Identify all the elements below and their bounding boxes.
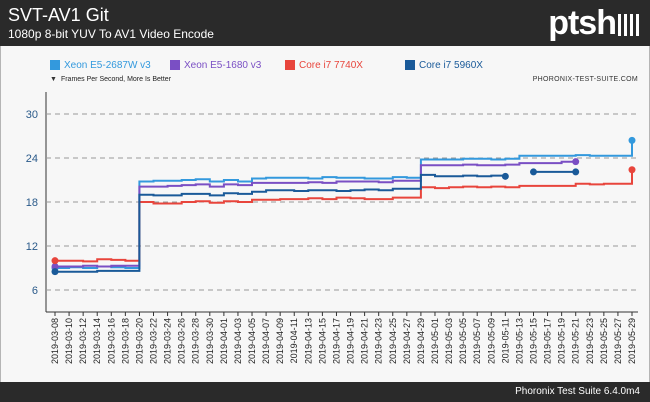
x-tick-label: 2019-04-09 <box>275 318 285 364</box>
y-tick-label: 18 <box>26 197 38 209</box>
legend-swatch <box>405 60 415 70</box>
x-tick-label: 2019-05-23 <box>585 318 595 364</box>
series-line <box>55 160 576 268</box>
x-tick-label: 2019-05-05 <box>458 318 468 364</box>
series-line <box>55 140 633 269</box>
x-tick-label: 2019-03-20 <box>134 318 144 364</box>
x-tick-label: 2019-03-24 <box>163 318 173 364</box>
x-tick-label: 2019-03-26 <box>177 318 187 364</box>
pts-logo: ptsh <box>548 4 640 43</box>
x-tick-label: 2019-05-17 <box>543 318 553 364</box>
x-tick-label: 2019-05-09 <box>486 318 496 364</box>
pts-logo-text: ptsh <box>548 4 617 42</box>
legend-item: Core i7 5960X <box>405 56 483 74</box>
legend-swatch <box>50 60 60 70</box>
series-point <box>628 136 636 144</box>
legend-swatch <box>285 60 295 70</box>
series-line <box>55 173 507 273</box>
x-tick-label: 2019-04-29 <box>416 318 426 364</box>
pts-logo-bars-icon <box>618 14 640 36</box>
x-tick-label: 2019-03-30 <box>205 318 215 364</box>
chart-footer: Phoronix Test Suite 6.4.0m4 <box>0 382 650 402</box>
unit-note: ▼ Frames Per Second, More Is Better <box>50 76 171 83</box>
x-tick-label: 2019-05-21 <box>571 318 581 364</box>
arrow-icon: ▼ <box>50 76 57 83</box>
x-tick-label: 2019-03-18 <box>120 318 130 364</box>
legend-label: Core i7 5960X <box>419 59 483 71</box>
x-tick-label: 2019-04-07 <box>261 318 271 364</box>
x-tick-label: 2019-05-03 <box>444 318 454 364</box>
chart-title: SVT-AV1 Git <box>8 5 109 25</box>
x-tick-label: 2019-05-11 <box>500 318 510 363</box>
series-point <box>51 263 59 271</box>
y-tick-label: 6 <box>32 285 38 297</box>
x-tick-label: 2019-04-15 <box>317 318 327 364</box>
chart-header: SVT-AV1 Git 1080p 8-bit YUV To AV1 Video… <box>0 0 650 46</box>
legend-item: Core i7 7740X <box>285 56 363 74</box>
x-tick-label: 2019-04-25 <box>388 318 398 364</box>
x-tick-label: 2019-04-01 <box>219 318 229 364</box>
series-point <box>529 168 537 176</box>
y-tick-label: 30 <box>26 109 38 121</box>
x-tick-label: 2019-03-14 <box>92 318 102 364</box>
legend-label: Xeon E5-2687W v3 <box>64 59 151 71</box>
series-point <box>628 166 636 174</box>
x-tick-label: 2019-05-07 <box>472 318 482 364</box>
legend-item: Xeon E5-2687W v3 <box>50 56 151 74</box>
footer-text: Phoronix Test Suite 6.4.0m4 <box>515 386 640 397</box>
legend-item: Xeon E5-1680 v3 <box>170 56 261 74</box>
series-point <box>51 268 59 276</box>
x-tick-label: 2019-04-03 <box>233 318 243 364</box>
x-tick-label: 2019-03-12 <box>78 318 88 364</box>
chart-subtitle: 1080p 8-bit YUV To AV1 Video Encode <box>8 27 214 41</box>
y-tick-label: 24 <box>26 153 38 165</box>
x-tick-label: 2019-05-27 <box>613 318 623 364</box>
legend-label: Core i7 7740X <box>299 59 363 71</box>
series-point <box>501 172 509 180</box>
series-point <box>572 168 580 176</box>
x-tick-label: 2019-04-21 <box>360 318 370 364</box>
unit-note-text: Frames Per Second, More Is Better <box>60 76 172 83</box>
x-tick-label: 2019-05-15 <box>528 318 538 364</box>
y-tick-label: 12 <box>26 241 38 253</box>
x-tick-label: 2019-04-11 <box>289 318 299 363</box>
x-tick-label: 2019-04-27 <box>402 318 412 364</box>
x-tick-label: 2019-04-19 <box>346 318 356 364</box>
x-tick-label: 2019-03-28 <box>191 318 201 364</box>
legend-label: Xeon E5-1680 v3 <box>184 59 262 71</box>
x-tick-label: 2019-04-13 <box>303 318 313 364</box>
series-point <box>572 158 580 166</box>
chart-legend: Xeon E5-2687W v3 Xeon E5-1680 v3 Core i7 7… <box>50 56 640 74</box>
x-tick-label: 2019-04-23 <box>374 318 384 364</box>
x-tick-label: 2019-05-01 <box>430 318 440 364</box>
x-tick-label: 2019-03-22 <box>149 318 159 364</box>
x-tick-label: 2019-05-19 <box>557 318 567 364</box>
x-tick-label: 2019-05-29 <box>627 318 637 364</box>
site-label: PHORONIX-TEST-SUITE.COM <box>532 76 638 83</box>
x-tick-label: 2019-03-10 <box>64 318 74 364</box>
series-point <box>51 257 59 265</box>
x-tick-label: 2019-03-08 <box>50 318 60 364</box>
x-tick-label: 2019-05-25 <box>599 318 609 364</box>
x-tick-label: 2019-03-16 <box>106 318 116 364</box>
x-tick-label: 2019-04-17 <box>331 318 341 364</box>
x-tick-label: 2019-05-13 <box>514 318 524 364</box>
series-line <box>55 169 633 263</box>
x-tick-label: 2019-04-05 <box>247 318 257 364</box>
legend-swatch <box>170 60 180 70</box>
